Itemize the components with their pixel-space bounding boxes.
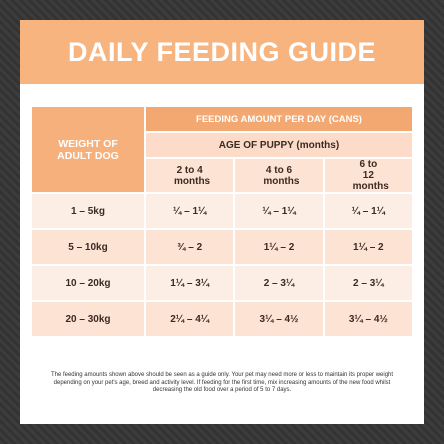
group-header: FEEDING AMOUNT PER DAY (CANS): [144, 105, 414, 133]
amount-cell: 2¼ – 4¼: [143, 300, 236, 338]
column-header: 2 to 4 months: [143, 157, 236, 194]
feeding-table: WEIGHT OF ADULT DOG FEEDING AMOUNT PER D…: [30, 105, 415, 338]
row-header: WEIGHT OF ADULT DOG: [30, 105, 146, 194]
amount-cell: 3¼ – 4½: [233, 300, 325, 338]
weight-cell: 20 – 30kg: [30, 300, 146, 338]
amount-cell: 2 – 3¼: [322, 264, 415, 302]
weight-cell: 5 – 10kg: [30, 228, 146, 266]
weight-cell: 10 – 20kg: [30, 264, 146, 302]
amount-cell: ¼ – 1¼: [233, 192, 325, 230]
amount-cell: ¼ – 1¼: [322, 192, 415, 230]
table-body: 1 – 5kg ¼ – 1¼ ¼ – 1¼ ¼ – 1¼ 5 – 10kg ¾ – 2 1¼…: [30, 192, 415, 338]
table-row: 5 – 10kg ¾ – 2 1¼ – 2 1¼ – 2: [30, 228, 415, 266]
amount-cell: 2 – 3¼: [233, 264, 325, 302]
table-row: 10 – 20kg 1¼ – 3¼ 2 – 3¼ 2 – 3¼: [30, 264, 415, 302]
card: DAILY FEEDING GUIDE WEIGHT OF ADULT DOG …: [20, 20, 424, 424]
title-band: DAILY FEEDING GUIDE: [20, 20, 424, 84]
column-header: 4 to 6 months: [233, 157, 325, 194]
amount-cell: ¼ – 1¼: [143, 192, 236, 230]
title: DAILY FEEDING GUIDE: [67, 36, 377, 67]
column-header-row: 2 to 4 months 4 to 6 months 6 to 12 months: [31, 157, 415, 194]
weight-cell: 1 – 5kg: [30, 192, 146, 230]
amount-cell: 1¼ – 2: [233, 228, 325, 266]
amount-cell: ¾ – 2: [143, 228, 236, 266]
column-header: 6 to 12 months: [322, 157, 415, 194]
footnote: The feeding amounts shown above should b…: [50, 372, 394, 393]
subgroup-header: AGE OF PUPPY (months): [144, 131, 414, 159]
amount-cell: 1¼ – 2: [322, 228, 415, 266]
amount-cell: 1¼ – 3¼: [143, 264, 236, 302]
table-row: 1 – 5kg ¼ – 1¼ ¼ – 1¼ ¼ – 1¼: [30, 192, 415, 230]
table-row: 20 – 30kg 2¼ – 4¼ 3¼ – 4½ 3¼ – 4½: [30, 300, 415, 338]
amount-cell: 3¼ – 4½: [322, 300, 415, 338]
